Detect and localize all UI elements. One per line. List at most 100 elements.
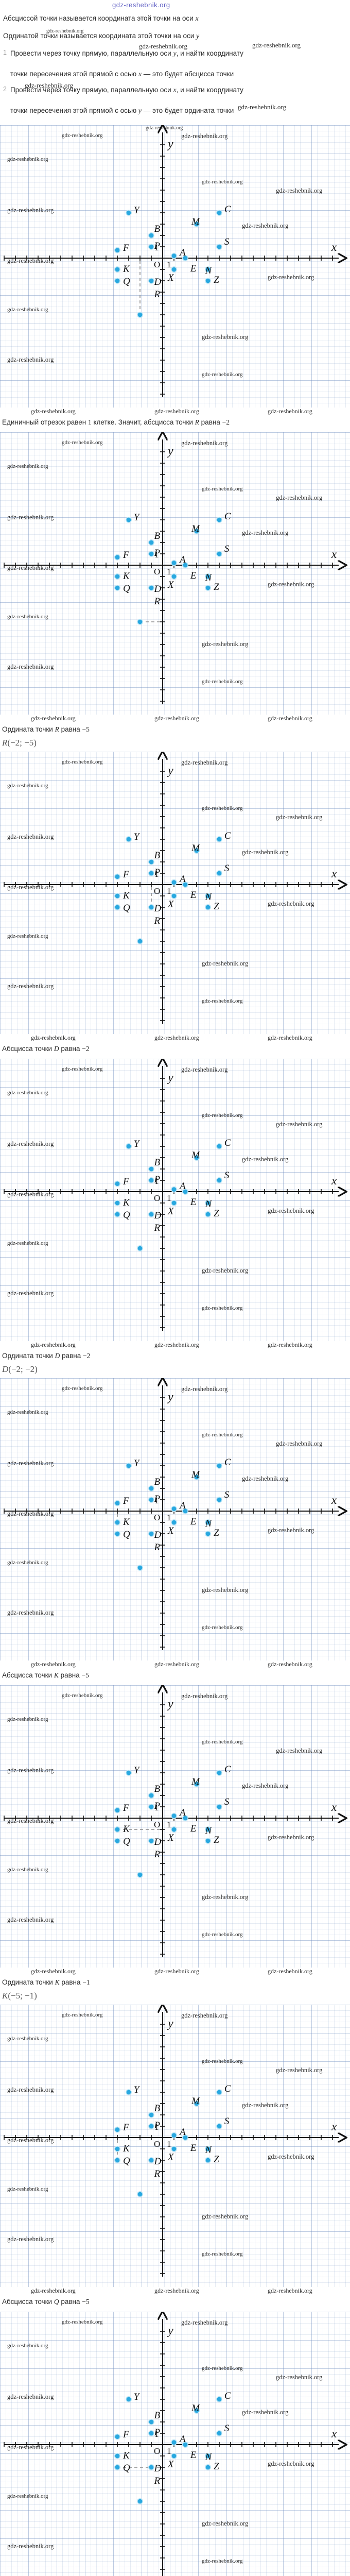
- plotted-point: [204, 904, 211, 910]
- answer-block: gdz-reshebnik.org gdz-reshebnik.org gdz-re…: [0, 2286, 350, 2312]
- plotted-point: [182, 1188, 188, 1195]
- coordinate-plane: Y C M B P S F A K E N Q X Z D R O 1 1 y x gdz-reshebnik.org gd…: [0, 125, 350, 408]
- planes-host: Y C M B P S F A K E N Q X Z D R O 1 1 y x gdz-reshebnik.org gd…: [0, 125, 350, 2576]
- point-label-k: K: [123, 2143, 130, 2154]
- step-number: 2: [3, 86, 7, 93]
- answer-text: равна: [59, 2297, 82, 2306]
- unit-y-label: 1: [154, 2429, 159, 2439]
- point-label-a: A: [180, 247, 186, 258]
- plotted-point: [148, 2430, 154, 2436]
- point-label-y: Y: [133, 205, 139, 216]
- point-label-a: A: [180, 1807, 186, 1818]
- step-part: Провести через точку прямую, параллельну…: [10, 49, 173, 57]
- point-label-e: E: [190, 1823, 197, 1834]
- step-text: Провести через точку прямую, параллельну…: [10, 48, 243, 80]
- plotted-point: [170, 879, 177, 886]
- plotted-point: [204, 892, 211, 899]
- point-label-n: N: [205, 1199, 212, 1210]
- watermark: gdz-reshebnik.org: [31, 2286, 76, 2294]
- point-label-m: M: [191, 2403, 200, 2414]
- plotted-point: [193, 2407, 200, 2414]
- point-label-r: R: [154, 2168, 161, 2180]
- point-label-p: P: [154, 1493, 161, 1504]
- point-label-e: E: [190, 263, 197, 274]
- watermark: gdz-reshebnik.org: [268, 1660, 312, 1668]
- answer-block: gdz-reshebnik.org gdz-reshebnik.org gdz-re…: [0, 714, 350, 752]
- plotted-point: [136, 2191, 143, 2197]
- point-label-m: M: [191, 843, 200, 854]
- plotted-point: [148, 232, 154, 239]
- point-label-d: D: [154, 2463, 162, 2475]
- plotted-point: [114, 2145, 121, 2152]
- coordinate-plane: Y C M B P S F A K E N Q X Z D R O 1 1 y x gdz-reshebnik.org gd…: [0, 432, 350, 715]
- point-label-r: R: [154, 1223, 161, 1234]
- watermark: gdz-reshebnik.org: [31, 1660, 76, 1668]
- plotted-point: [216, 870, 222, 876]
- plotted-point: [148, 2123, 154, 2129]
- answer-text: равна: [59, 1044, 82, 1053]
- answer-d-ordinate: Ордината точки D равна −2: [0, 1348, 350, 1364]
- plotted-point: [170, 1186, 177, 1193]
- answer-text: клетке. Значит, абсцисса точки: [91, 418, 195, 426]
- plotted-point: [148, 1177, 154, 1183]
- point-label-k: K: [123, 890, 130, 901]
- x-axis-label: x: [331, 867, 337, 880]
- point-label-s: S: [224, 1489, 230, 1500]
- plotted-point: [193, 221, 200, 227]
- plotted-point: [126, 1143, 132, 1149]
- plotted-point: [148, 1792, 154, 1799]
- point-label-c: C: [224, 831, 231, 842]
- answer-text: Абсцисса точки: [2, 1671, 54, 1679]
- answer-block: gdz-reshebnik.org gdz-reshebnik.org gdz-re…: [0, 1033, 350, 1059]
- point-label-m: M: [191, 1469, 200, 1481]
- point-label-x: X: [167, 1206, 174, 1217]
- watermark: gdz-reshebnik.org: [268, 2286, 312, 2294]
- point-label-e: E: [190, 570, 197, 581]
- answer-text: равна: [59, 1978, 83, 1986]
- step-var: y: [173, 50, 177, 58]
- answer-point-name: D: [55, 1351, 60, 1360]
- point-label-x: X: [167, 580, 174, 591]
- answer-k-ordinate: Ордината точки K равна −1: [0, 1974, 350, 1990]
- answer-block: gdz-reshebnik.org gdz-reshebnik.org gdz-re…: [0, 1967, 350, 2005]
- unit-y-label: 1: [154, 1495, 159, 1505]
- point-label-s: S: [224, 1170, 230, 1181]
- x-axis-label: x: [331, 1174, 337, 1187]
- point-label-c: C: [224, 1764, 231, 1775]
- point-label-s: S: [224, 543, 230, 554]
- plotted-point: [182, 881, 188, 888]
- point-label-z: Z: [214, 2461, 219, 2472]
- plotted-point: [114, 1519, 121, 1526]
- point-label-n: N: [205, 2145, 212, 2156]
- unit-y-label: 1: [154, 549, 159, 560]
- intro-section: gdz-reshebnik.org gdz-reshebnik.org gdz-…: [0, 0, 350, 131]
- point-label-a: A: [180, 2126, 186, 2138]
- plotted-point: [216, 2123, 222, 2129]
- unit-x-label: 1: [167, 1193, 171, 1203]
- plotted-point: [114, 2433, 121, 2440]
- point-label-y: Y: [133, 2392, 139, 2403]
- unit-x-label: 1: [167, 1819, 171, 1829]
- point-label-d: D: [154, 277, 162, 288]
- step-part: Провести через точку прямую, параллельну…: [10, 86, 173, 94]
- point-label-b: B: [154, 850, 161, 861]
- answer-text: равна: [58, 1671, 82, 1679]
- point-label-n: N: [205, 2452, 212, 2463]
- plotted-point: [182, 1815, 188, 1821]
- answer-r-abscissa: Единичный отрезок равен 1 клетке. Значит…: [0, 414, 350, 430]
- x-axis-label: x: [331, 2427, 337, 2440]
- plotted-point: [216, 1803, 222, 1810]
- coordinate-plane: Y C M B P S F A K E N Q X Z D R O 1 1 y x gdz-reshebnik.org gd…: [0, 1378, 350, 1660]
- plotted-point: [170, 573, 177, 580]
- y-axis-label: y: [168, 137, 173, 151]
- point-label-f: F: [123, 1496, 129, 1507]
- coordinate-plane-section: Y C M B P S F A K E N Q X Z D R O 1 1 y x gdz-reshebnik.org gd…: [0, 2004, 350, 2287]
- plotted-point: [136, 1871, 143, 1878]
- axis-y-var: y: [196, 32, 200, 40]
- unit-y-label: 1: [154, 2122, 159, 2132]
- point-label-f: F: [123, 1176, 129, 1188]
- point-label-c: C: [224, 204, 231, 215]
- plotted-point: [148, 243, 154, 250]
- answer-text: равна: [59, 725, 82, 733]
- step-part: точки пересечения этой прямой с осью: [10, 70, 138, 78]
